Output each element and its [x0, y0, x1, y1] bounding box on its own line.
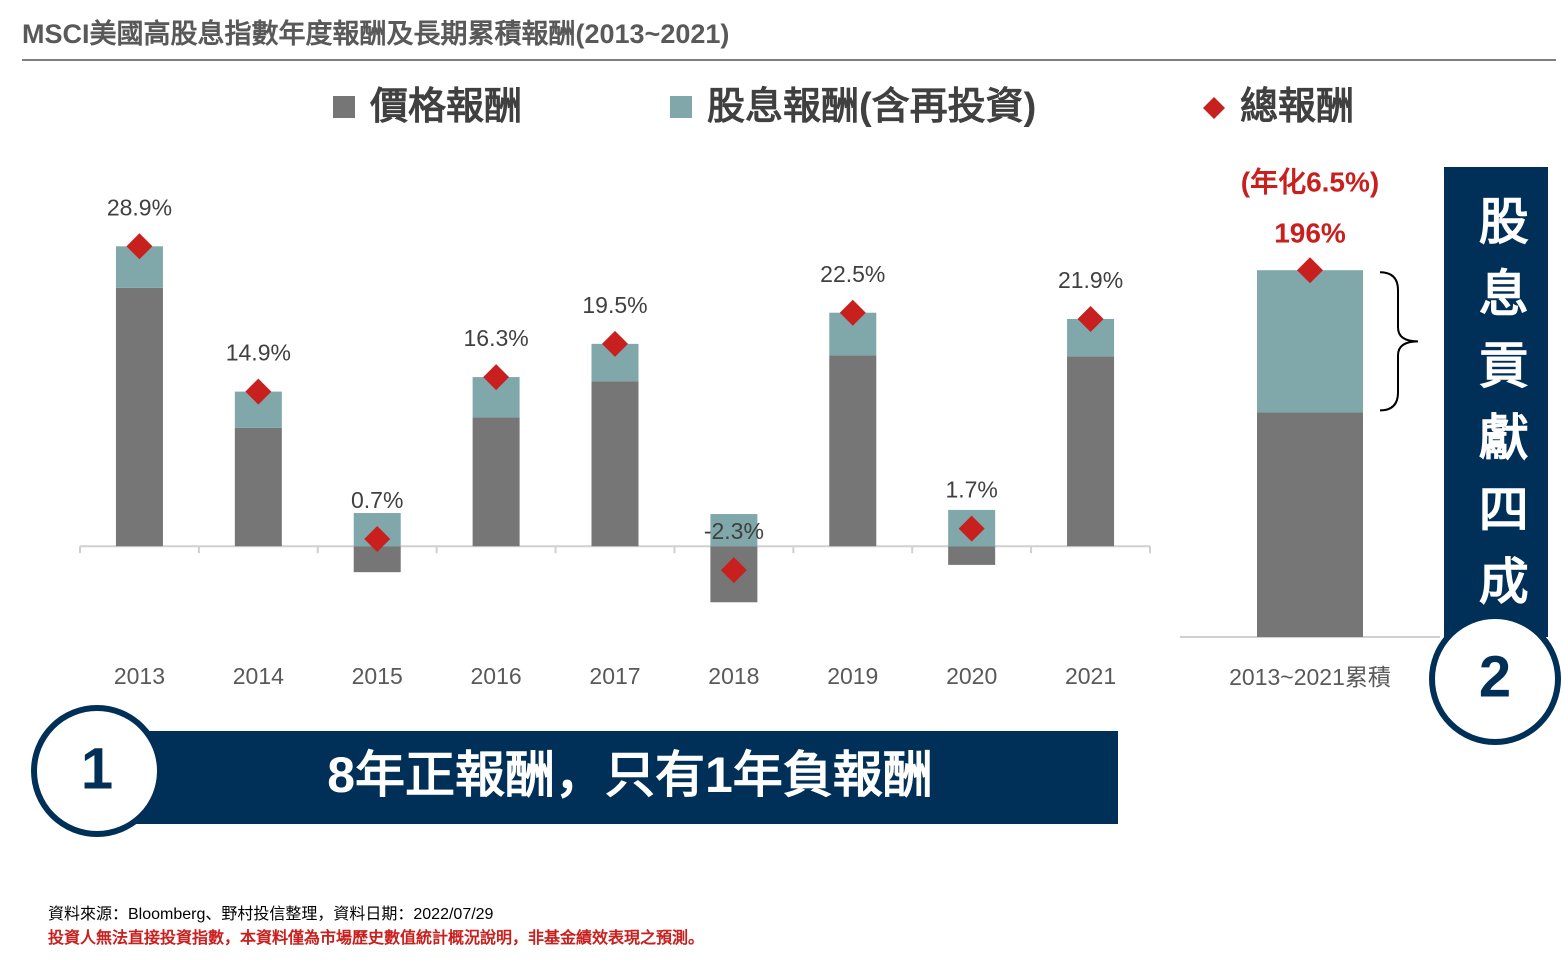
annotation: (年化6.5%)	[1241, 166, 1379, 198]
bar-segment	[1257, 412, 1363, 637]
callout-circle	[31, 705, 163, 837]
value-label: 14.9%	[226, 340, 291, 366]
value-label: 16.3%	[464, 325, 529, 351]
value-label: -2.3%	[704, 518, 764, 544]
callout-text: 8年正報酬，只有1年負報酬	[327, 747, 933, 803]
bar-segment	[1257, 270, 1363, 413]
callout-number: 2	[1479, 644, 1511, 709]
brace	[1379, 271, 1419, 412]
x-tick-label: 2018	[708, 663, 759, 689]
x-tick-label: 2014	[233, 663, 284, 689]
x-tick-label: 2013	[114, 663, 165, 689]
total-marker	[958, 515, 985, 542]
legend-label: 股息報酬(含再投資)	[707, 86, 1036, 128]
x-tick-label: 2013~2021累積	[1229, 664, 1391, 690]
total-marker	[245, 378, 272, 405]
total-marker	[720, 557, 747, 584]
bar-segment	[1067, 356, 1115, 547]
bar-segment	[115, 287, 163, 547]
total-marker	[839, 299, 866, 326]
total-marker	[1077, 305, 1104, 332]
x-tick-label: 2016	[471, 663, 522, 689]
x-tick-label: 2020	[946, 663, 997, 689]
callout-number: 1	[81, 736, 113, 801]
x-tick-label: 2015	[352, 663, 403, 689]
value-label: 1.7%	[945, 477, 997, 503]
x-tick-label: 2021	[1065, 663, 1116, 689]
total-marker	[483, 364, 510, 391]
value-label: 28.9%	[107, 194, 172, 220]
bar-segment	[591, 381, 639, 547]
callout-circle	[1429, 613, 1561, 745]
value-label: 21.9%	[1058, 267, 1123, 293]
legend-marker	[333, 96, 355, 118]
total-marker	[364, 525, 391, 552]
total-marker	[1297, 257, 1323, 284]
legend-label: 總報酬	[1240, 86, 1354, 128]
bar-segment	[710, 514, 758, 547]
legend-marker	[1203, 97, 1225, 119]
value-label: 19.5%	[582, 292, 647, 318]
value-label: 0.7%	[351, 487, 403, 513]
value-label: 196%	[1274, 218, 1346, 249]
total-marker	[126, 233, 153, 260]
bar-segment	[234, 427, 282, 547]
x-tick-label: 2019	[827, 663, 878, 689]
title: MSCI美國高股息指數年度報酬及長期累積報酬(2013~2021)	[22, 18, 729, 49]
bar-segment	[472, 417, 520, 547]
legend-marker	[670, 96, 692, 118]
source: 資料來源：Bloomberg、野村投信整理，資料日期：2022/07/29	[48, 905, 494, 923]
total-marker	[602, 330, 628, 357]
bar-segment	[829, 355, 877, 547]
bar-segment	[948, 546, 996, 565]
callout-text: 股息貢獻四成	[1472, 195, 1529, 627]
disclaimer: 投資人無法直接投資指數，本資料僅為市場歷史數值統計概況說明，非基金績效表現之預測…	[48, 928, 704, 947]
value-label: 22.5%	[820, 261, 885, 287]
callout-box	[1444, 167, 1548, 637]
legend-label: 價格報酬	[369, 86, 522, 128]
callout-band	[100, 731, 1118, 824]
x-tick-label: 2017	[589, 663, 640, 689]
